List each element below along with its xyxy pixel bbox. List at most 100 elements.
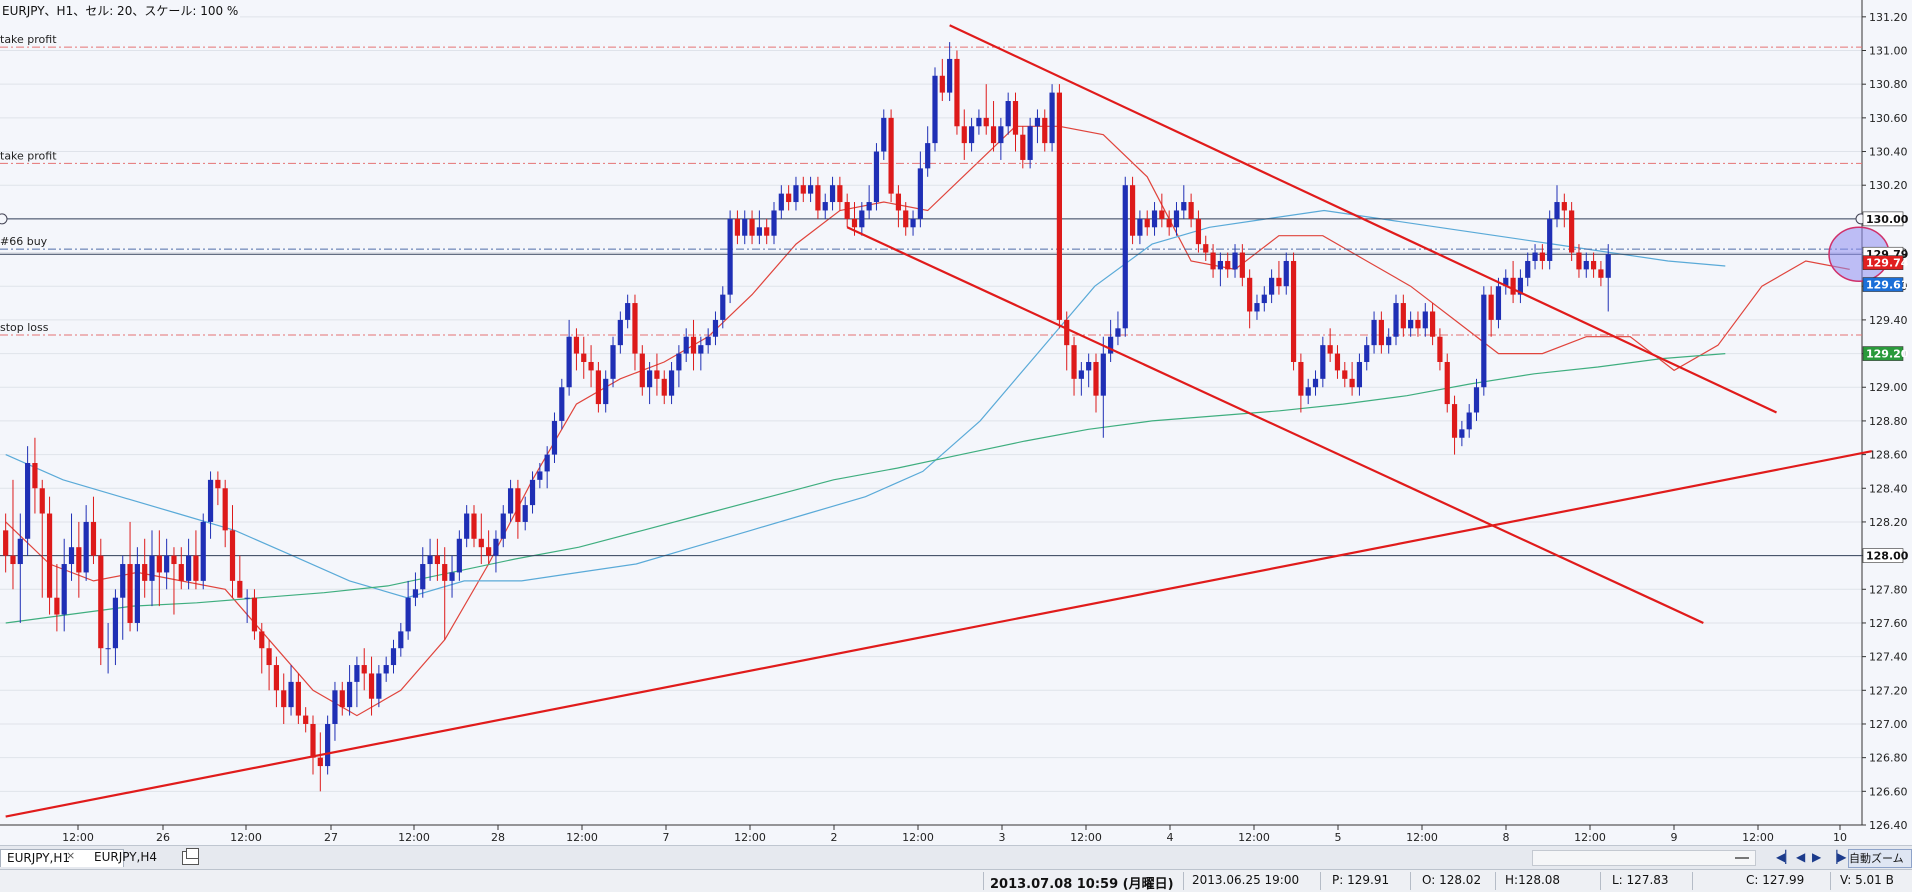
candle-body: [442, 564, 448, 581]
candle-body: [756, 227, 762, 236]
x-tick-label: 12:00: [62, 831, 94, 844]
candle-body: [156, 555, 162, 573]
candle-body: [961, 126, 967, 144]
divider: [1600, 872, 1601, 890]
close-tab-icon[interactable]: ×: [66, 849, 76, 862]
candle-body: [134, 564, 140, 623]
candle-body: [237, 580, 243, 598]
candle-body: [1598, 269, 1604, 278]
price-level-label: take profit: [0, 33, 57, 46]
candle-body: [705, 336, 711, 346]
candle-body: [1129, 185, 1136, 236]
candle-body: [1342, 370, 1348, 379]
candle-body: [68, 547, 75, 565]
first-page-icon[interactable]: ◀▏: [1776, 850, 1795, 864]
candle-body: [566, 336, 572, 388]
candle-body: [259, 631, 265, 649]
candle-body: [925, 143, 931, 169]
candle-body: [1232, 252, 1238, 270]
candle-body: [1042, 117, 1048, 144]
status-high: H:128.08: [1505, 873, 1561, 887]
candle-body: [778, 193, 784, 211]
chart-area[interactable]: 131.20 131.00 130.80 130.60 130.40 130.20 130.…: [0, 0, 1912, 850]
x-tick-label: 9: [1671, 831, 1678, 844]
candle-body: [1049, 92, 1055, 144]
candle-body: [1334, 353, 1341, 371]
candle-body: [295, 681, 301, 716]
candle-body: [310, 723, 316, 758]
candle-body: [1400, 303, 1406, 329]
candle-body: [1108, 336, 1114, 354]
candle-body: [332, 690, 338, 724]
candle-body: [98, 555, 104, 649]
y-tick-label: 127.60: [1869, 617, 1908, 630]
candle-body: [1247, 277, 1253, 312]
candle-body: [90, 521, 97, 556]
candle-body: [1254, 303, 1260, 312]
status-close: C: 127.99: [1746, 873, 1805, 887]
y-tick-label: 126.80: [1869, 752, 1908, 765]
candle-body: [1203, 244, 1209, 253]
zoom-label: 自動ズーム: [1849, 852, 1904, 865]
candle-body: [1349, 378, 1355, 388]
candle-body: [25, 463, 31, 539]
price-tag-label: 128.00: [1866, 550, 1909, 563]
candle-body: [1525, 260, 1531, 278]
chart-scroll[interactable]: [1532, 850, 1756, 866]
y-tick-label: 126.40: [1869, 819, 1908, 832]
x-tick-label: 12:00: [734, 831, 766, 844]
next-page-icon[interactable]: ▶: [1812, 850, 1822, 864]
candle-body: [683, 336, 689, 354]
candle-body: [1122, 185, 1128, 329]
candle-body: [1547, 218, 1553, 261]
candle-body: [1386, 336, 1392, 346]
y-tick-label: 131.00: [1869, 45, 1908, 58]
prev-page-icon[interactable]: ◀: [1796, 850, 1806, 864]
price-tag: [1862, 211, 1904, 227]
price-tag-label: 130.00: [1866, 213, 1909, 226]
candle-body: [749, 218, 755, 236]
candle-body: [712, 319, 719, 337]
candle-body: [895, 193, 902, 211]
candle-body: [412, 589, 419, 598]
candle-body: [1459, 429, 1465, 438]
candle-body: [1144, 218, 1150, 228]
candle-body: [281, 690, 287, 708]
symbol-info: EURJPY、H1、セル: 20、スケール: 100 %: [0, 2, 241, 19]
y-tick-label: 128.80: [1869, 415, 1908, 428]
candle-body: [866, 202, 872, 211]
candle-body: [1166, 218, 1172, 228]
divider: [1830, 872, 1831, 890]
plot-background: [0, 0, 1912, 845]
candle-body: [1312, 378, 1319, 388]
candle-body: [800, 185, 806, 194]
scroll-thumb[interactable]: [1735, 857, 1749, 859]
candle-body: [603, 378, 609, 405]
candle-body: [793, 185, 799, 203]
y-tick-label: 128.40: [1869, 482, 1908, 495]
candle-body: [654, 370, 660, 379]
x-tick-label: 8: [1503, 831, 1510, 844]
x-tick-label: 12:00: [902, 831, 934, 844]
candle-body: [478, 538, 484, 548]
y-tick-label: 128.60: [1869, 449, 1908, 462]
new-window-icon[interactable]: [182, 848, 199, 865]
candle-body: [903, 210, 909, 228]
candle-body: [471, 513, 477, 539]
candle-body: [1444, 361, 1450, 405]
candle-body: [588, 361, 594, 371]
candlestick-chart[interactable]: 131.20 131.00 130.80 130.60 130.40 130.20 130.…: [0, 0, 1912, 845]
tab-eurjpy-h4[interactable]: EURJPY,H4: [88, 849, 163, 866]
candle-body: [1327, 345, 1333, 354]
candle-body: [1554, 202, 1560, 219]
auto-zoom-button[interactable]: 自動ズーム: [1848, 849, 1912, 868]
divider: [1320, 872, 1321, 890]
candle-body: [398, 631, 404, 649]
last-page-icon[interactable]: ▕▶: [1828, 850, 1847, 864]
candle-body: [873, 151, 880, 203]
tab-eurjpy-h1[interactable]: EURJPY,H1: [0, 849, 124, 867]
divider: [1410, 872, 1411, 890]
candle-body: [529, 479, 536, 506]
candle-body: [486, 547, 492, 556]
